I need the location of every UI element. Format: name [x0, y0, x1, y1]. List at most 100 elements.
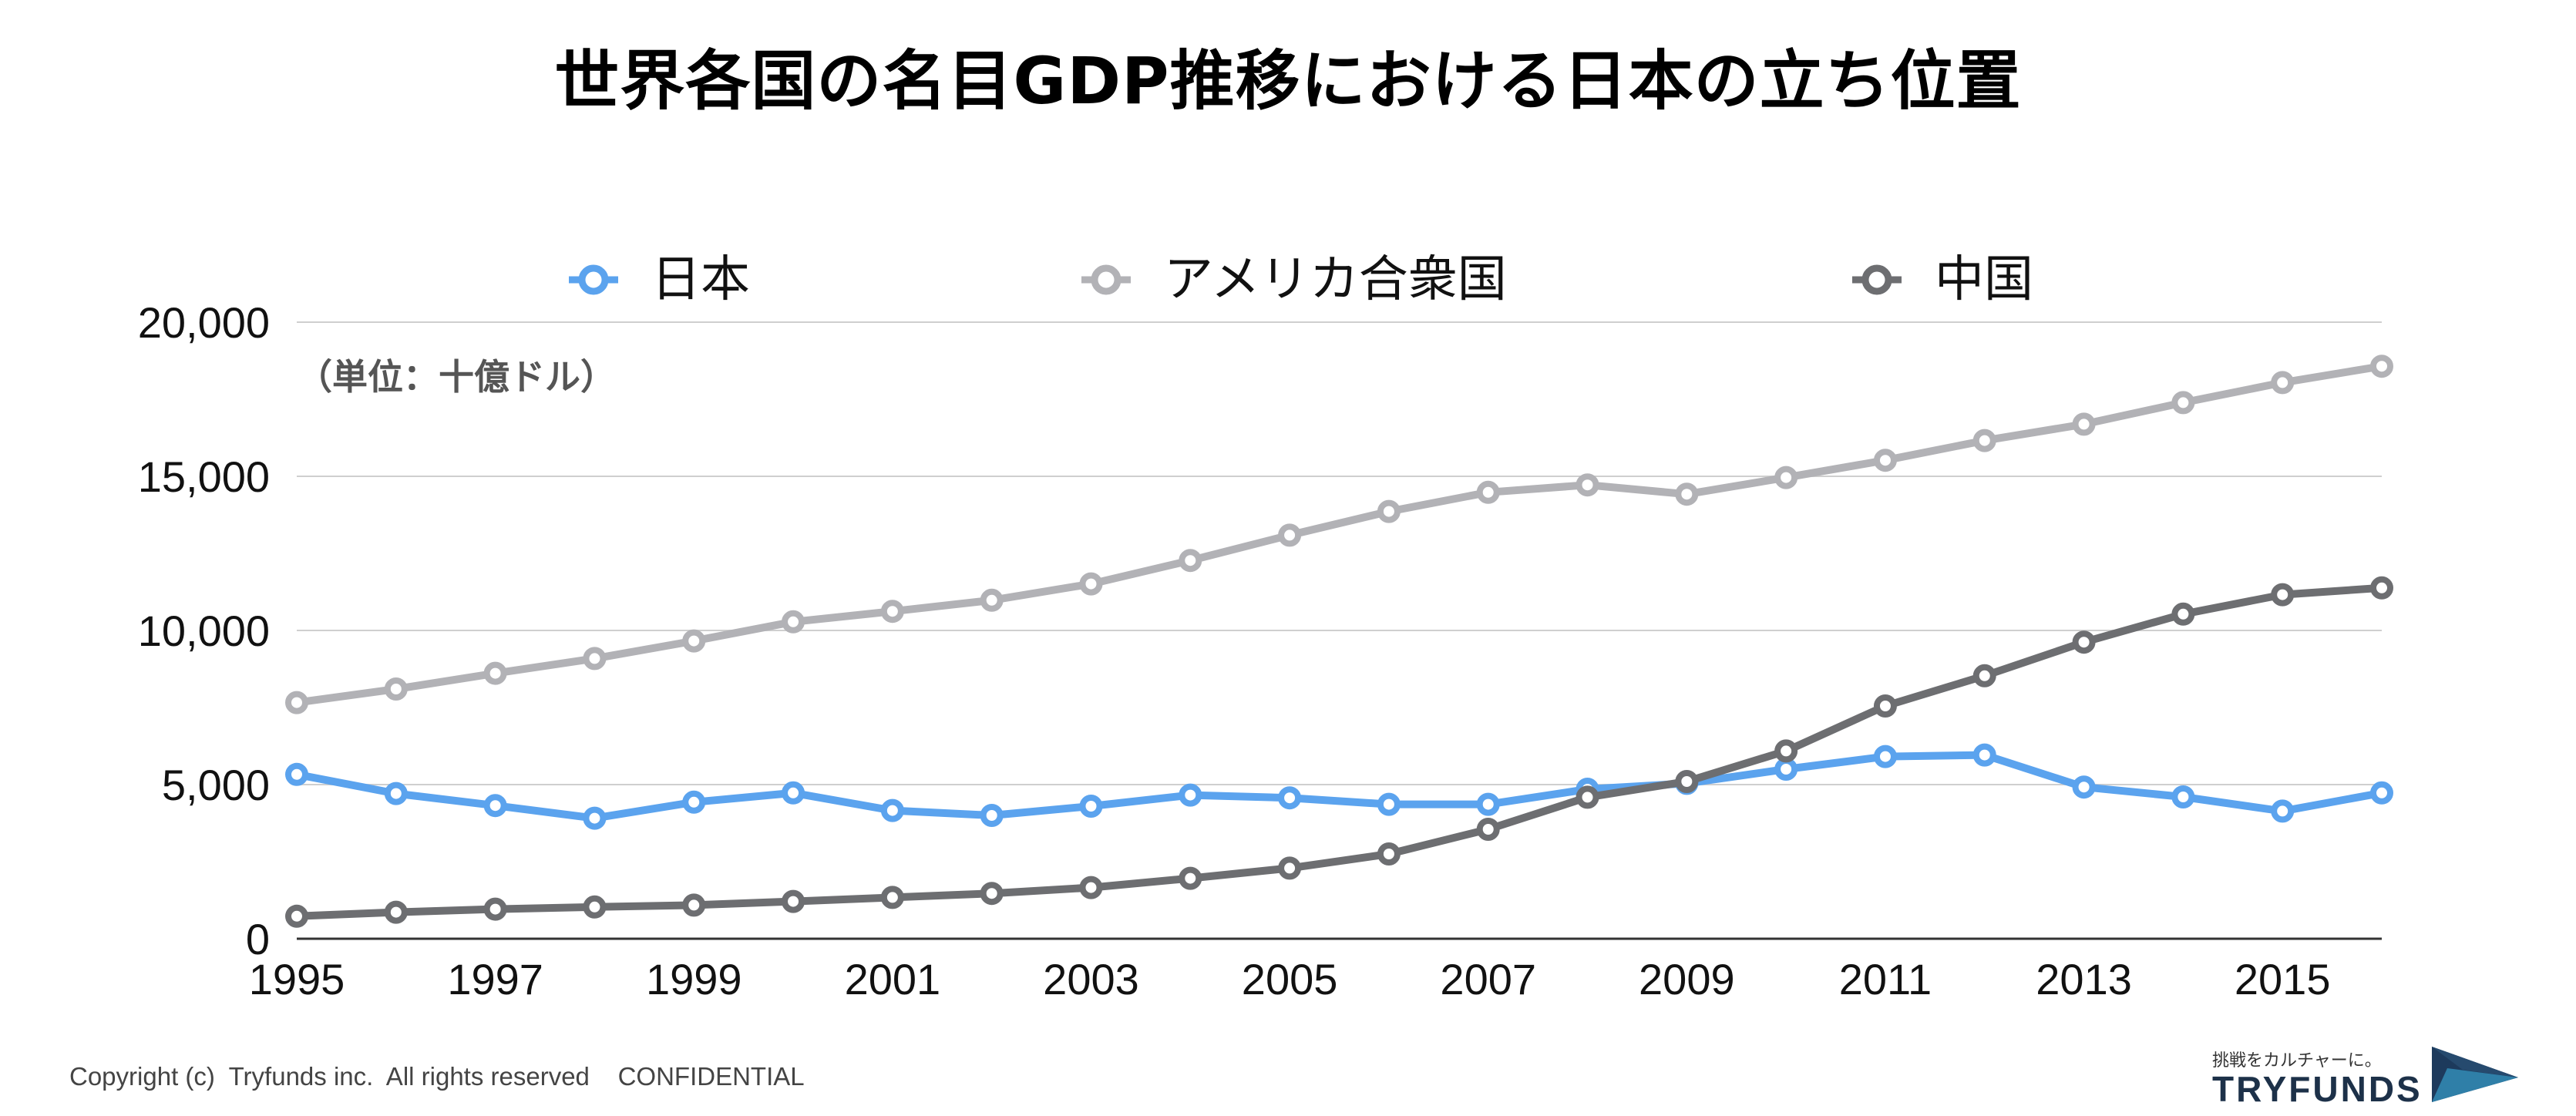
data-point: [782, 610, 805, 634]
data-point: [1079, 572, 1103, 596]
data-point: [583, 806, 607, 830]
legend-item-1: アメリカ合衆国: [1081, 251, 1507, 308]
x-tick-label: 1997: [447, 955, 543, 1003]
data-point: [583, 647, 607, 671]
series-2: [285, 576, 2393, 928]
data-point: [1179, 866, 1202, 890]
data-point: [980, 804, 1004, 827]
data-point: [782, 781, 805, 805]
x-tick-label: 1995: [249, 955, 345, 1003]
data-point: [384, 782, 408, 805]
brand-logo: 挑戦をカルチャーに。 TRYFUNDS: [2212, 1047, 2536, 1109]
x-tick-label: 2007: [1440, 955, 1536, 1003]
data-point: [583, 895, 607, 919]
data-point: [1278, 786, 1302, 810]
legend: 日本 アメリカ合衆国 中国: [569, 251, 2033, 308]
x-tick-label: 2001: [845, 955, 941, 1003]
data-point: [2370, 576, 2393, 600]
legend-item-0: 日本: [569, 251, 750, 308]
series-lines: [285, 355, 2393, 928]
data-point: [483, 897, 507, 921]
data-point: [2370, 781, 2393, 805]
data-point: [1972, 429, 1996, 452]
data-point: [1774, 739, 1798, 763]
data-point: [1079, 795, 1103, 818]
x-tick-label: 2011: [1839, 955, 1932, 1003]
legend-label: アメリカ合衆国: [1164, 251, 1507, 308]
data-point: [2171, 602, 2195, 626]
x-tick-label: 2003: [1043, 955, 1139, 1003]
data-point: [2072, 775, 2096, 799]
data-point: [285, 904, 308, 928]
data-point: [1476, 792, 1500, 816]
data-point: [384, 900, 408, 924]
brand-arrow-icon: [2432, 1047, 2518, 1102]
data-point: [682, 629, 706, 653]
legend-swatch-marker: [1091, 264, 1122, 295]
data-point: [980, 588, 1004, 612]
data-point: [1972, 664, 1996, 687]
data-point: [1278, 523, 1302, 547]
page-title: 世界各国の名目GDP推移における日本の立ち位置: [554, 43, 2022, 119]
data-point: [682, 790, 706, 814]
data-point: [980, 882, 1004, 906]
x-tick-label: 1999: [646, 955, 742, 1003]
data-point: [1675, 770, 1699, 793]
data-point: [285, 691, 308, 714]
data-point: [2271, 583, 2295, 607]
legend-label: 日本: [651, 251, 750, 308]
data-point: [1377, 792, 1401, 816]
data-point: [1972, 743, 1996, 767]
series-0: [285, 743, 2393, 830]
y-tick-label: 20,000: [138, 298, 270, 347]
data-point: [1774, 466, 1798, 489]
data-point: [880, 886, 904, 909]
data-point: [2072, 630, 2096, 654]
data-point: [2171, 785, 2195, 808]
legend-label: 中国: [1935, 251, 2033, 308]
data-point: [2271, 799, 2295, 823]
data-point: [1079, 876, 1103, 899]
series-line: [296, 583, 2383, 920]
series-1: [285, 355, 2393, 714]
data-point: [1576, 473, 1599, 497]
data-point: [384, 677, 408, 701]
data-point: [1179, 783, 1202, 807]
data-point: [1377, 499, 1401, 523]
gridlines: [297, 321, 2382, 940]
data-point: [1476, 480, 1500, 504]
y-axis-labels: 0 5,000 10,000 15,000 20,000: [138, 298, 270, 963]
y-tick-label: 5,000: [162, 761, 270, 809]
data-point: [483, 661, 507, 685]
x-tick-label: 2015: [2235, 955, 2331, 1003]
legend-item-2: 中国: [1852, 251, 2033, 308]
data-point: [1675, 482, 1699, 506]
brand-tagline: 挑戦をカルチャーに。: [2212, 1051, 2382, 1071]
data-point: [1377, 842, 1401, 866]
data-point: [1476, 818, 1500, 841]
legend-swatch-marker: [1861, 264, 1892, 295]
data-point: [1873, 449, 1897, 472]
data-point: [782, 889, 805, 913]
data-point: [2171, 391, 2195, 415]
x-axis-labels: 1995 1997 1999 2001 2003 2005 2007 2009 2011 2013…: [249, 955, 2331, 1003]
data-point: [1179, 549, 1202, 573]
x-tick-label: 2009: [1639, 955, 1735, 1003]
data-point: [682, 893, 706, 917]
data-point: [2072, 412, 2096, 436]
unit-label: （単位：十億ドル）: [297, 356, 616, 398]
data-point: [1873, 694, 1897, 718]
data-point: [1576, 785, 1599, 809]
data-point: [880, 600, 904, 624]
series-line: [296, 362, 2383, 707]
x-tick-label: 2013: [2036, 955, 2132, 1003]
series-line: [296, 751, 2383, 822]
y-tick-label: 15,000: [138, 452, 270, 501]
data-point: [285, 762, 308, 786]
x-tick-label: 2005: [1242, 955, 1338, 1003]
y-tick-label: 0: [246, 915, 270, 963]
data-point: [2271, 371, 2295, 395]
y-tick-label: 10,000: [138, 607, 270, 655]
data-point: [880, 798, 904, 822]
